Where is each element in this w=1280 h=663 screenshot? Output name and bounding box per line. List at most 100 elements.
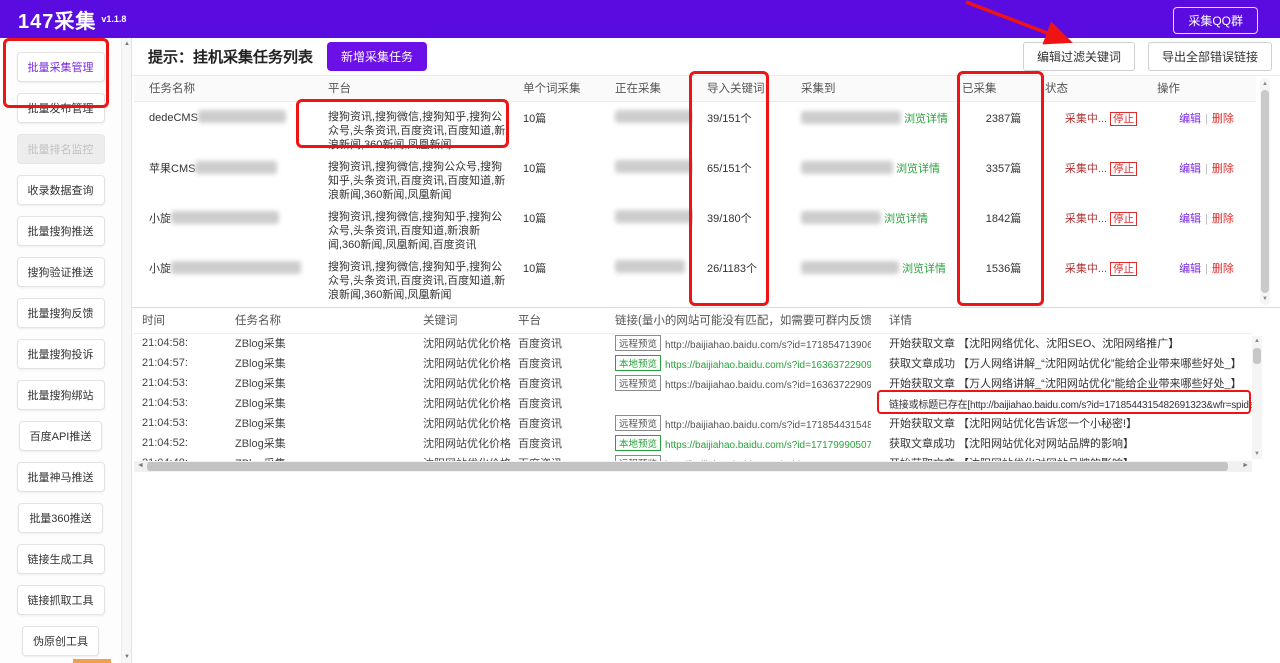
log-row: 21:04:53: ZBlog采集 沈阳网站优化价格 百度资讯 远程预览 http… <box>134 373 1253 393</box>
app-header: 147采集 v1.1.8 采集QQ群 <box>0 0 1280 38</box>
redacted-collecting-keyword <box>615 159 693 173</box>
view-details-link[interactable]: 浏览详情 <box>884 212 929 225</box>
log-time: 21:04:53: <box>142 377 188 389</box>
tasks-table: 任务名称 平台 单个词采集 正在采集 导入关键词 采集到 已采集 状态 操作 d… <box>134 76 1256 307</box>
sidebar-item[interactable]: 批量搜狗推送 <box>16 216 105 246</box>
sidebar-scrollbar[interactable]: ▲ ▼ <box>121 38 131 663</box>
edit-link[interactable]: 编辑 <box>1179 262 1202 275</box>
preview-badge[interactable]: 远程预览 <box>615 415 662 431</box>
scroll-down-icon[interactable]: ▼ <box>1254 451 1260 457</box>
delete-link[interactable]: 删除 <box>1211 112 1234 125</box>
log-platform: 百度资讯 <box>518 338 562 351</box>
log-url[interactable]: https://baijiahao.baidu.com/s?id=1636372… <box>665 360 871 371</box>
stop-button[interactable]: 停止 <box>1110 161 1138 176</box>
log-scrollbar-vertical[interactable]: ▲ ▼ <box>1252 336 1262 459</box>
log-url[interactable]: http://baijiahao.baidu.com/s?id=17185443… <box>665 420 871 431</box>
scroll-down-icon[interactable]: ▼ <box>124 654 130 660</box>
task-name-cell: 小旋 <box>134 252 321 302</box>
scrollbar-thumb[interactable] <box>1261 90 1269 293</box>
sidebar-item[interactable]: 伪原创工具 <box>22 626 99 656</box>
sidebar-item[interactable]: 批量采集管理 <box>16 52 105 82</box>
scroll-up-icon[interactable]: ▲ <box>1254 338 1260 344</box>
preview-badge[interactable]: 本地预览 <box>615 435 662 451</box>
edit-link[interactable]: 编辑 <box>1179 162 1202 175</box>
preview-badge[interactable]: 远程预览 <box>615 375 662 391</box>
delete-link[interactable]: 删除 <box>1211 262 1234 275</box>
col-time: 时间 <box>134 308 226 334</box>
col-imported-keywords: 导入关键词 <box>693 76 771 102</box>
col-keyword: 关键词 <box>416 308 511 334</box>
log-link-cell: 远程预览 http://baijiahao.baidu.com/s?id=1718… <box>606 333 871 353</box>
log-url[interactable]: https://baijiahao.baidu.com/s?id=1636372… <box>665 380 871 391</box>
log-task-name: ZBlog采集 <box>235 358 286 370</box>
view-details-link[interactable]: 浏览详情 <box>902 262 947 275</box>
task-row: 苹果CMS 搜狗资讯,搜狗微信,搜狗公众号,搜狗知乎,头条资讯,百度资讯,百度知… <box>134 152 1256 202</box>
scroll-right-icon[interactable]: ► <box>1242 462 1249 469</box>
sidebar-item[interactable]: 百度API推送 <box>18 421 103 451</box>
actions-cell: 编辑|删除 <box>1157 152 1256 202</box>
qq-group-button[interactable]: 采集QQ群 <box>1173 7 1258 34</box>
log-url[interactable]: http://baijiahao.baidu.com/s?id=17185471… <box>665 340 871 352</box>
imported-keywords-count: 26/1183个 <box>707 262 757 275</box>
edit-link[interactable]: 编辑 <box>1179 112 1202 125</box>
col-collected: 已采集 <box>962 76 1045 102</box>
task-name: 苹果CMS <box>149 162 196 175</box>
edit-filter-keywords-button[interactable]: 编辑过滤关键词 <box>1022 42 1135 71</box>
redacted-collecting-keyword <box>615 109 693 123</box>
sidebar-item[interactable]: 链接生成工具 <box>16 544 105 574</box>
sidebar-item[interactable]: 批量发布管理 <box>16 93 105 123</box>
bottom-edge-sliver <box>73 659 111 663</box>
log-detail-text: 获取文章成功 【沈阳网站优化对网站品牌的影响】 <box>889 438 1135 450</box>
collect-to-cell: 浏览详情 <box>771 252 962 302</box>
imported-keywords-count: 39/151个 <box>707 112 752 125</box>
sidebar-item[interactable]: 批量神马推送 <box>16 462 105 492</box>
log-detail-cell: 开始获取文章 【沈阳网络优化、沈阳SEO、沈阳网络推广】 <box>871 333 1253 353</box>
log-platform: 百度资讯 <box>518 418 562 430</box>
log-time: 21:04:53: <box>142 417 188 429</box>
scrollbar-thumb[interactable] <box>1253 348 1261 364</box>
log-keyword: 沈阳网站优化价格 <box>423 358 511 370</box>
scroll-up-icon[interactable]: ▲ <box>1262 81 1268 87</box>
log-scrollbar-horizontal[interactable]: ◄ ► <box>134 461 1252 472</box>
status-text: 采集中... <box>1064 262 1108 275</box>
tasks-scrollbar[interactable]: ▲ ▼ <box>1260 78 1270 305</box>
sidebar-item[interactable]: 批量排名监控 <box>16 134 105 164</box>
log-row: 21:04:52: ZBlog采集 沈阳网站优化价格 百度资讯 本地预览 http… <box>134 433 1253 453</box>
preview-badge[interactable]: 本地预览 <box>615 355 662 371</box>
log-url[interactable]: https://baijiahao.baidu.com/s?id=1717999… <box>665 440 871 451</box>
delete-link[interactable]: 删除 <box>1211 162 1234 175</box>
sidebar-item[interactable]: 收录数据查询 <box>16 175 105 205</box>
view-details-link[interactable]: 浏览详情 <box>904 112 949 125</box>
delete-link[interactable]: 删除 <box>1211 212 1234 225</box>
sidebar-item[interactable]: 搜狗验证推送 <box>16 257 105 287</box>
stop-button[interactable]: 停止 <box>1110 211 1138 226</box>
log-link-cell: 本地预览 https://baijiahao.baidu.com/s?id=163… <box>606 353 871 373</box>
task-platforms: 搜狗资讯,搜狗微信,搜狗公众号,搜狗知乎,头条资讯,百度资讯,百度知道,新浪新闻… <box>328 160 506 201</box>
stop-button[interactable]: 停止 <box>1110 111 1138 126</box>
sidebar-item[interactable]: 批量搜狗反馈 <box>16 298 105 328</box>
task-platforms: 搜狗资讯,搜狗微信,搜狗知乎,搜狗公众号,头条资讯,百度资讯,百度知道,新浪新闻… <box>328 260 506 301</box>
log-detail-cell: 开始获取文章 【沈阳网站优化告诉您一个小秘密!】 <box>871 413 1253 433</box>
scrollbar-thumb[interactable] <box>147 462 1228 471</box>
view-details-link[interactable]: 浏览详情 <box>896 162 941 175</box>
sidebar-item[interactable]: 批量搜狗绑站 <box>16 380 105 410</box>
log-time: 21:04:57: <box>142 357 188 369</box>
scroll-up-icon[interactable]: ▲ <box>124 41 130 47</box>
scroll-left-icon[interactable]: ◄ <box>137 462 144 469</box>
log-platform: 百度资讯 <box>518 398 562 410</box>
sidebar-item[interactable]: 链接抓取工具 <box>16 585 105 615</box>
divider: | <box>1205 262 1208 275</box>
stop-button[interactable]: 停止 <box>1110 261 1138 276</box>
export-error-links-button[interactable]: 导出全部错误链接 <box>1147 42 1272 71</box>
sidebar-item[interactable]: 批量360推送 <box>18 503 103 533</box>
scroll-down-icon[interactable]: ▼ <box>1262 296 1268 302</box>
log-link-cell: 远程预览 http://baijiahao.baidu.com/s?id=1718… <box>606 413 871 433</box>
redacted-task-name <box>171 260 301 274</box>
sidebar-item[interactable]: 批量搜狗投诉 <box>16 339 105 369</box>
edit-link[interactable]: 编辑 <box>1179 212 1202 225</box>
toolbar-right: 编辑过滤关键词 导出全部错误链接 <box>1022 42 1272 71</box>
preview-badge[interactable]: 远程预览 <box>615 335 662 352</box>
new-task-button[interactable]: 新增采集任务 <box>327 42 428 71</box>
log-task-name: ZBlog采集 <box>235 338 286 351</box>
